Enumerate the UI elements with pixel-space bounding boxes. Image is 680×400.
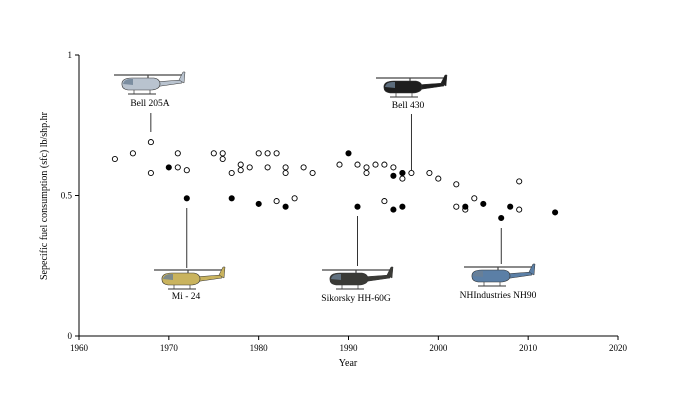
filled-data-point bbox=[282, 203, 289, 210]
x-tick-label: 2000 bbox=[429, 343, 448, 353]
x-tick-label: 1970 bbox=[160, 343, 179, 353]
open-data-point bbox=[264, 164, 271, 171]
open-data-point bbox=[435, 175, 442, 182]
open-data-point bbox=[516, 206, 523, 213]
y-tick-label: 0 bbox=[68, 331, 73, 341]
open-data-point bbox=[129, 150, 136, 157]
open-data-point bbox=[147, 169, 154, 177]
open-data-point bbox=[273, 198, 280, 205]
helicopter-bell-430-icon bbox=[376, 74, 448, 98]
filled-data-point bbox=[390, 206, 397, 213]
open-data-point bbox=[363, 169, 370, 177]
open-data-point bbox=[147, 139, 154, 146]
open-data-point bbox=[372, 161, 379, 168]
callout-leaders bbox=[150, 113, 502, 268]
helicopter-bell-205a-icon bbox=[114, 71, 186, 95]
filled-data-point bbox=[552, 209, 559, 216]
open-data-point bbox=[390, 164, 397, 171]
filled-data-point bbox=[480, 200, 487, 207]
open-data-point bbox=[408, 169, 415, 177]
open-data-point bbox=[282, 164, 289, 171]
filled-data-point bbox=[354, 203, 361, 210]
filled-data-point bbox=[183, 195, 190, 202]
x-tick-label: 1980 bbox=[250, 343, 269, 353]
callout-label: Sikorsky HH-60G bbox=[321, 294, 391, 304]
open-data-point bbox=[273, 150, 280, 157]
open-data-point bbox=[255, 150, 262, 157]
open-data-point bbox=[453, 181, 460, 188]
open-data-point bbox=[174, 164, 181, 171]
filled-data-point bbox=[507, 203, 514, 210]
open-data-point bbox=[399, 175, 406, 182]
filled-data-point bbox=[165, 164, 172, 171]
helicopter-nh90-icon bbox=[464, 263, 536, 287]
x-tick-label: 1960 bbox=[70, 343, 89, 353]
helicopter-sikorsky-hh-60g-icon bbox=[322, 266, 394, 290]
open-data-point bbox=[309, 169, 316, 177]
open-data-point bbox=[183, 167, 190, 174]
open-data-point bbox=[282, 169, 289, 177]
open-data-point bbox=[237, 167, 244, 174]
x-tick-label: 2010 bbox=[519, 343, 538, 353]
callout-label: NHIndustries NH90 bbox=[460, 291, 537, 301]
callout-label: Mi - 24 bbox=[172, 292, 201, 302]
callout-labels: Bell 205A Bell 430 Mi - 24 Sikorsky HH-60G N… bbox=[130, 99, 536, 304]
open-data-point bbox=[363, 164, 370, 171]
open-data-point bbox=[381, 198, 388, 205]
helicopter-icons bbox=[114, 71, 536, 290]
filled-data-point bbox=[228, 195, 235, 202]
data-points bbox=[111, 139, 559, 222]
filled-data-point bbox=[399, 203, 406, 210]
open-data-point bbox=[336, 161, 343, 168]
open-data-point bbox=[471, 195, 478, 202]
x-tick-label: 2020 bbox=[609, 343, 628, 353]
open-data-point bbox=[516, 178, 523, 185]
y-tick-label: 1 bbox=[68, 50, 73, 60]
open-data-point bbox=[300, 164, 307, 171]
open-data-point bbox=[246, 164, 253, 171]
open-data-point bbox=[426, 169, 433, 177]
open-data-point bbox=[219, 155, 226, 163]
open-data-point bbox=[264, 150, 271, 157]
open-data-point bbox=[219, 150, 226, 157]
x-axis-title: Year bbox=[339, 358, 358, 369]
open-data-point bbox=[354, 161, 361, 168]
filled-data-point bbox=[498, 214, 505, 222]
helicopter-mi-24-icon bbox=[154, 266, 226, 290]
open-data-point bbox=[381, 161, 388, 168]
callout-label: Bell 430 bbox=[392, 101, 425, 111]
open-data-point bbox=[174, 150, 181, 157]
open-data-point bbox=[237, 161, 244, 168]
y-tick-label: 0.5 bbox=[61, 191, 73, 201]
open-data-point bbox=[210, 150, 217, 157]
y-axis-title: Sepecific fuel consumption (sfc) lb/shp.… bbox=[39, 111, 50, 280]
filled-data-point bbox=[345, 150, 352, 157]
open-data-point bbox=[228, 169, 235, 177]
filled-data-point bbox=[255, 200, 262, 207]
callout-label: Bell 205A bbox=[130, 99, 169, 109]
open-data-point bbox=[291, 195, 298, 202]
ticks: 1960 1970 1980 1990 2000 2010 2020 0 0.5 1 bbox=[61, 50, 628, 353]
x-tick-label: 1990 bbox=[340, 343, 359, 353]
open-data-point bbox=[111, 155, 118, 163]
filled-data-point bbox=[399, 169, 406, 177]
open-data-point bbox=[453, 203, 460, 210]
filled-data-point bbox=[390, 172, 397, 179]
filled-data-point bbox=[462, 203, 469, 210]
